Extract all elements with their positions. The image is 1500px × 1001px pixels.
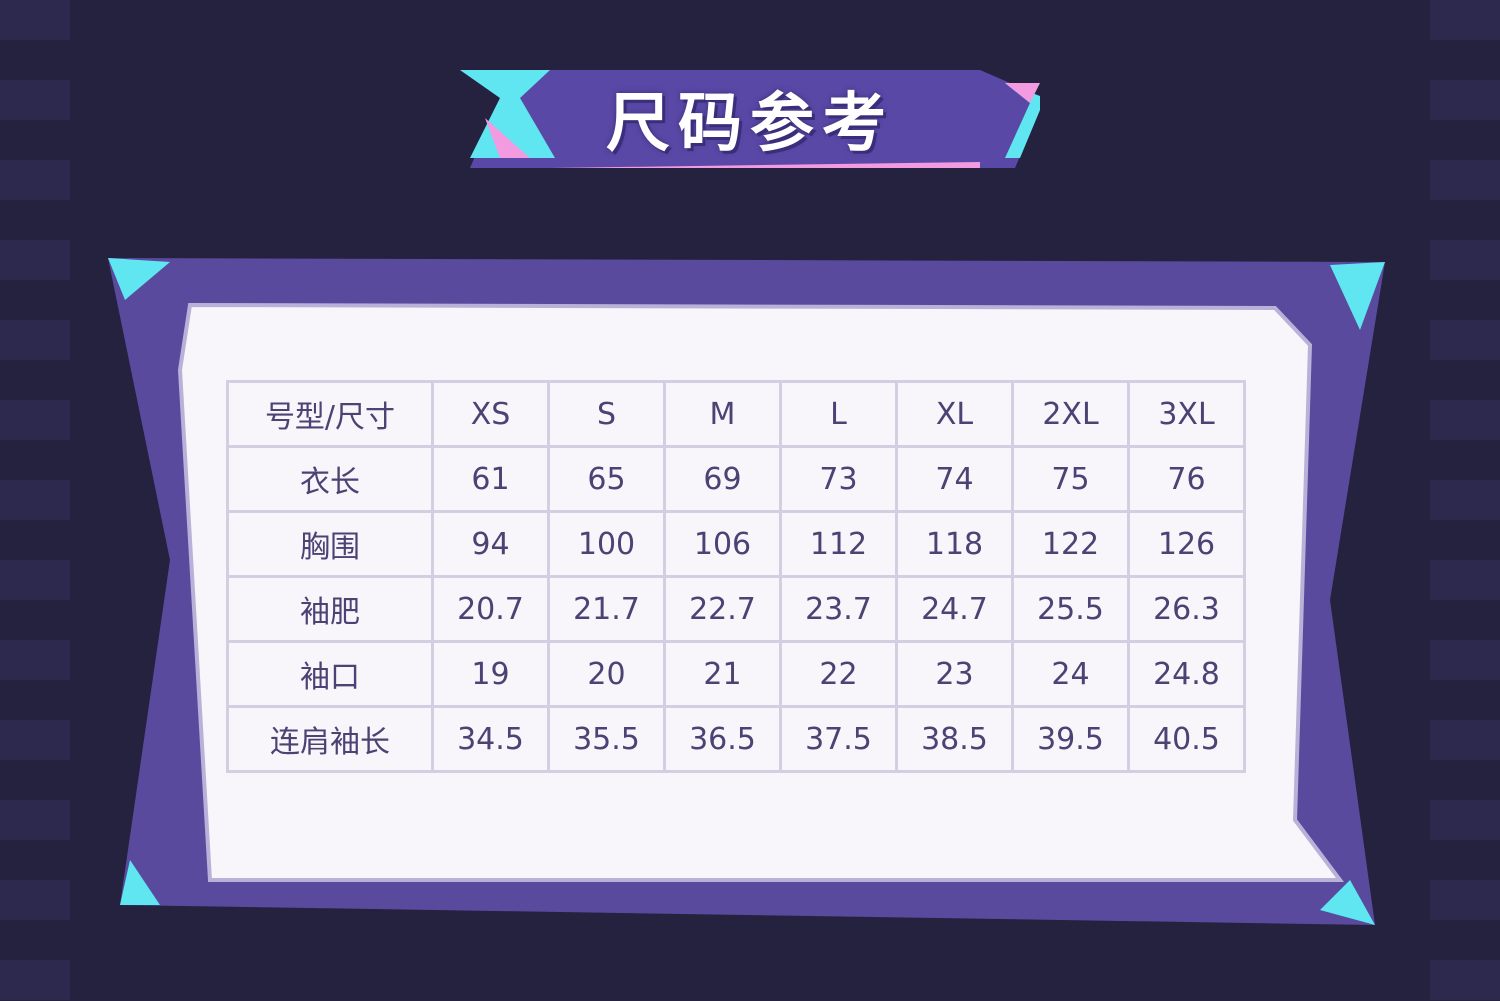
table-cell: 75 <box>1011 445 1130 513</box>
row-label: 胸围 <box>226 510 434 578</box>
header-cell: M <box>663 380 782 448</box>
banner-shape <box>460 70 1040 168</box>
table-cell: 22 <box>779 640 898 708</box>
table-cell: 35.5 <box>547 705 666 773</box>
table-cell: 36.5 <box>663 705 782 773</box>
table-cell: 23.7 <box>779 575 898 643</box>
table-cell: 19 <box>431 640 550 708</box>
table-row: 袖肥 20.7 21.7 22.7 23.7 24.7 25.5 26.3 <box>226 575 1246 643</box>
header-cell: S <box>547 380 666 448</box>
table-cell: 118 <box>895 510 1014 578</box>
table-cell: 24.8 <box>1127 640 1246 708</box>
row-label: 连肩袖长 <box>226 705 434 773</box>
header-cell: XL <box>895 380 1014 448</box>
header-cell: 2XL <box>1011 380 1130 448</box>
row-label: 袖肥 <box>226 575 434 643</box>
table-cell: 94 <box>431 510 550 578</box>
table-cell: 69 <box>663 445 782 513</box>
table-cell: 76 <box>1127 445 1246 513</box>
table-cell: 24.7 <box>895 575 1014 643</box>
table-cell: 100 <box>547 510 666 578</box>
header-cell: 3XL <box>1127 380 1246 448</box>
table-cell: 73 <box>779 445 898 513</box>
title-banner: 尺码参考 <box>460 58 1040 168</box>
table-cell: 22.7 <box>663 575 782 643</box>
table-cell: 37.5 <box>779 705 898 773</box>
row-label: 袖口 <box>226 640 434 708</box>
table-cell: 34.5 <box>431 705 550 773</box>
table-cell: 122 <box>1011 510 1130 578</box>
table-row: 胸围 94 100 106 112 118 122 126 <box>226 510 1246 578</box>
table-header-row: 号型/尺寸 XS S M L XL 2XL 3XL <box>226 380 1246 448</box>
size-table: 号型/尺寸 XS S M L XL 2XL 3XL 衣长 61 65 69 73 74 75… <box>226 380 1246 773</box>
table-cell: 38.5 <box>895 705 1014 773</box>
header-cell: XS <box>431 380 550 448</box>
table-row: 衣长 61 65 69 73 74 75 76 <box>226 445 1246 513</box>
table-cell: 20 <box>547 640 666 708</box>
table-cell: 25.5 <box>1011 575 1130 643</box>
table-cell: 65 <box>547 445 666 513</box>
left-decorative-pattern <box>0 0 70 1001</box>
table-row: 袖口 19 20 21 22 23 24 24.8 <box>226 640 1246 708</box>
table-cell: 40.5 <box>1127 705 1246 773</box>
table-cell: 74 <box>895 445 1014 513</box>
right-decorative-pattern <box>1430 0 1500 1001</box>
table-cell: 20.7 <box>431 575 550 643</box>
table-cell: 24 <box>1011 640 1130 708</box>
table-cell: 21 <box>663 640 782 708</box>
table-row: 连肩袖长 34.5 35.5 36.5 37.5 38.5 39.5 40.5 <box>226 705 1246 773</box>
table-cell: 26.3 <box>1127 575 1246 643</box>
table-cell: 61 <box>431 445 550 513</box>
header-cell: 号型/尺寸 <box>226 380 434 448</box>
table-cell: 106 <box>663 510 782 578</box>
page-title: 尺码参考 <box>606 87 894 161</box>
table-cell: 21.7 <box>547 575 666 643</box>
header-cell: L <box>779 380 898 448</box>
table-cell: 112 <box>779 510 898 578</box>
row-label: 衣长 <box>226 445 434 513</box>
table-cell: 126 <box>1127 510 1246 578</box>
table-cell: 23 <box>895 640 1014 708</box>
table-cell: 39.5 <box>1011 705 1130 773</box>
